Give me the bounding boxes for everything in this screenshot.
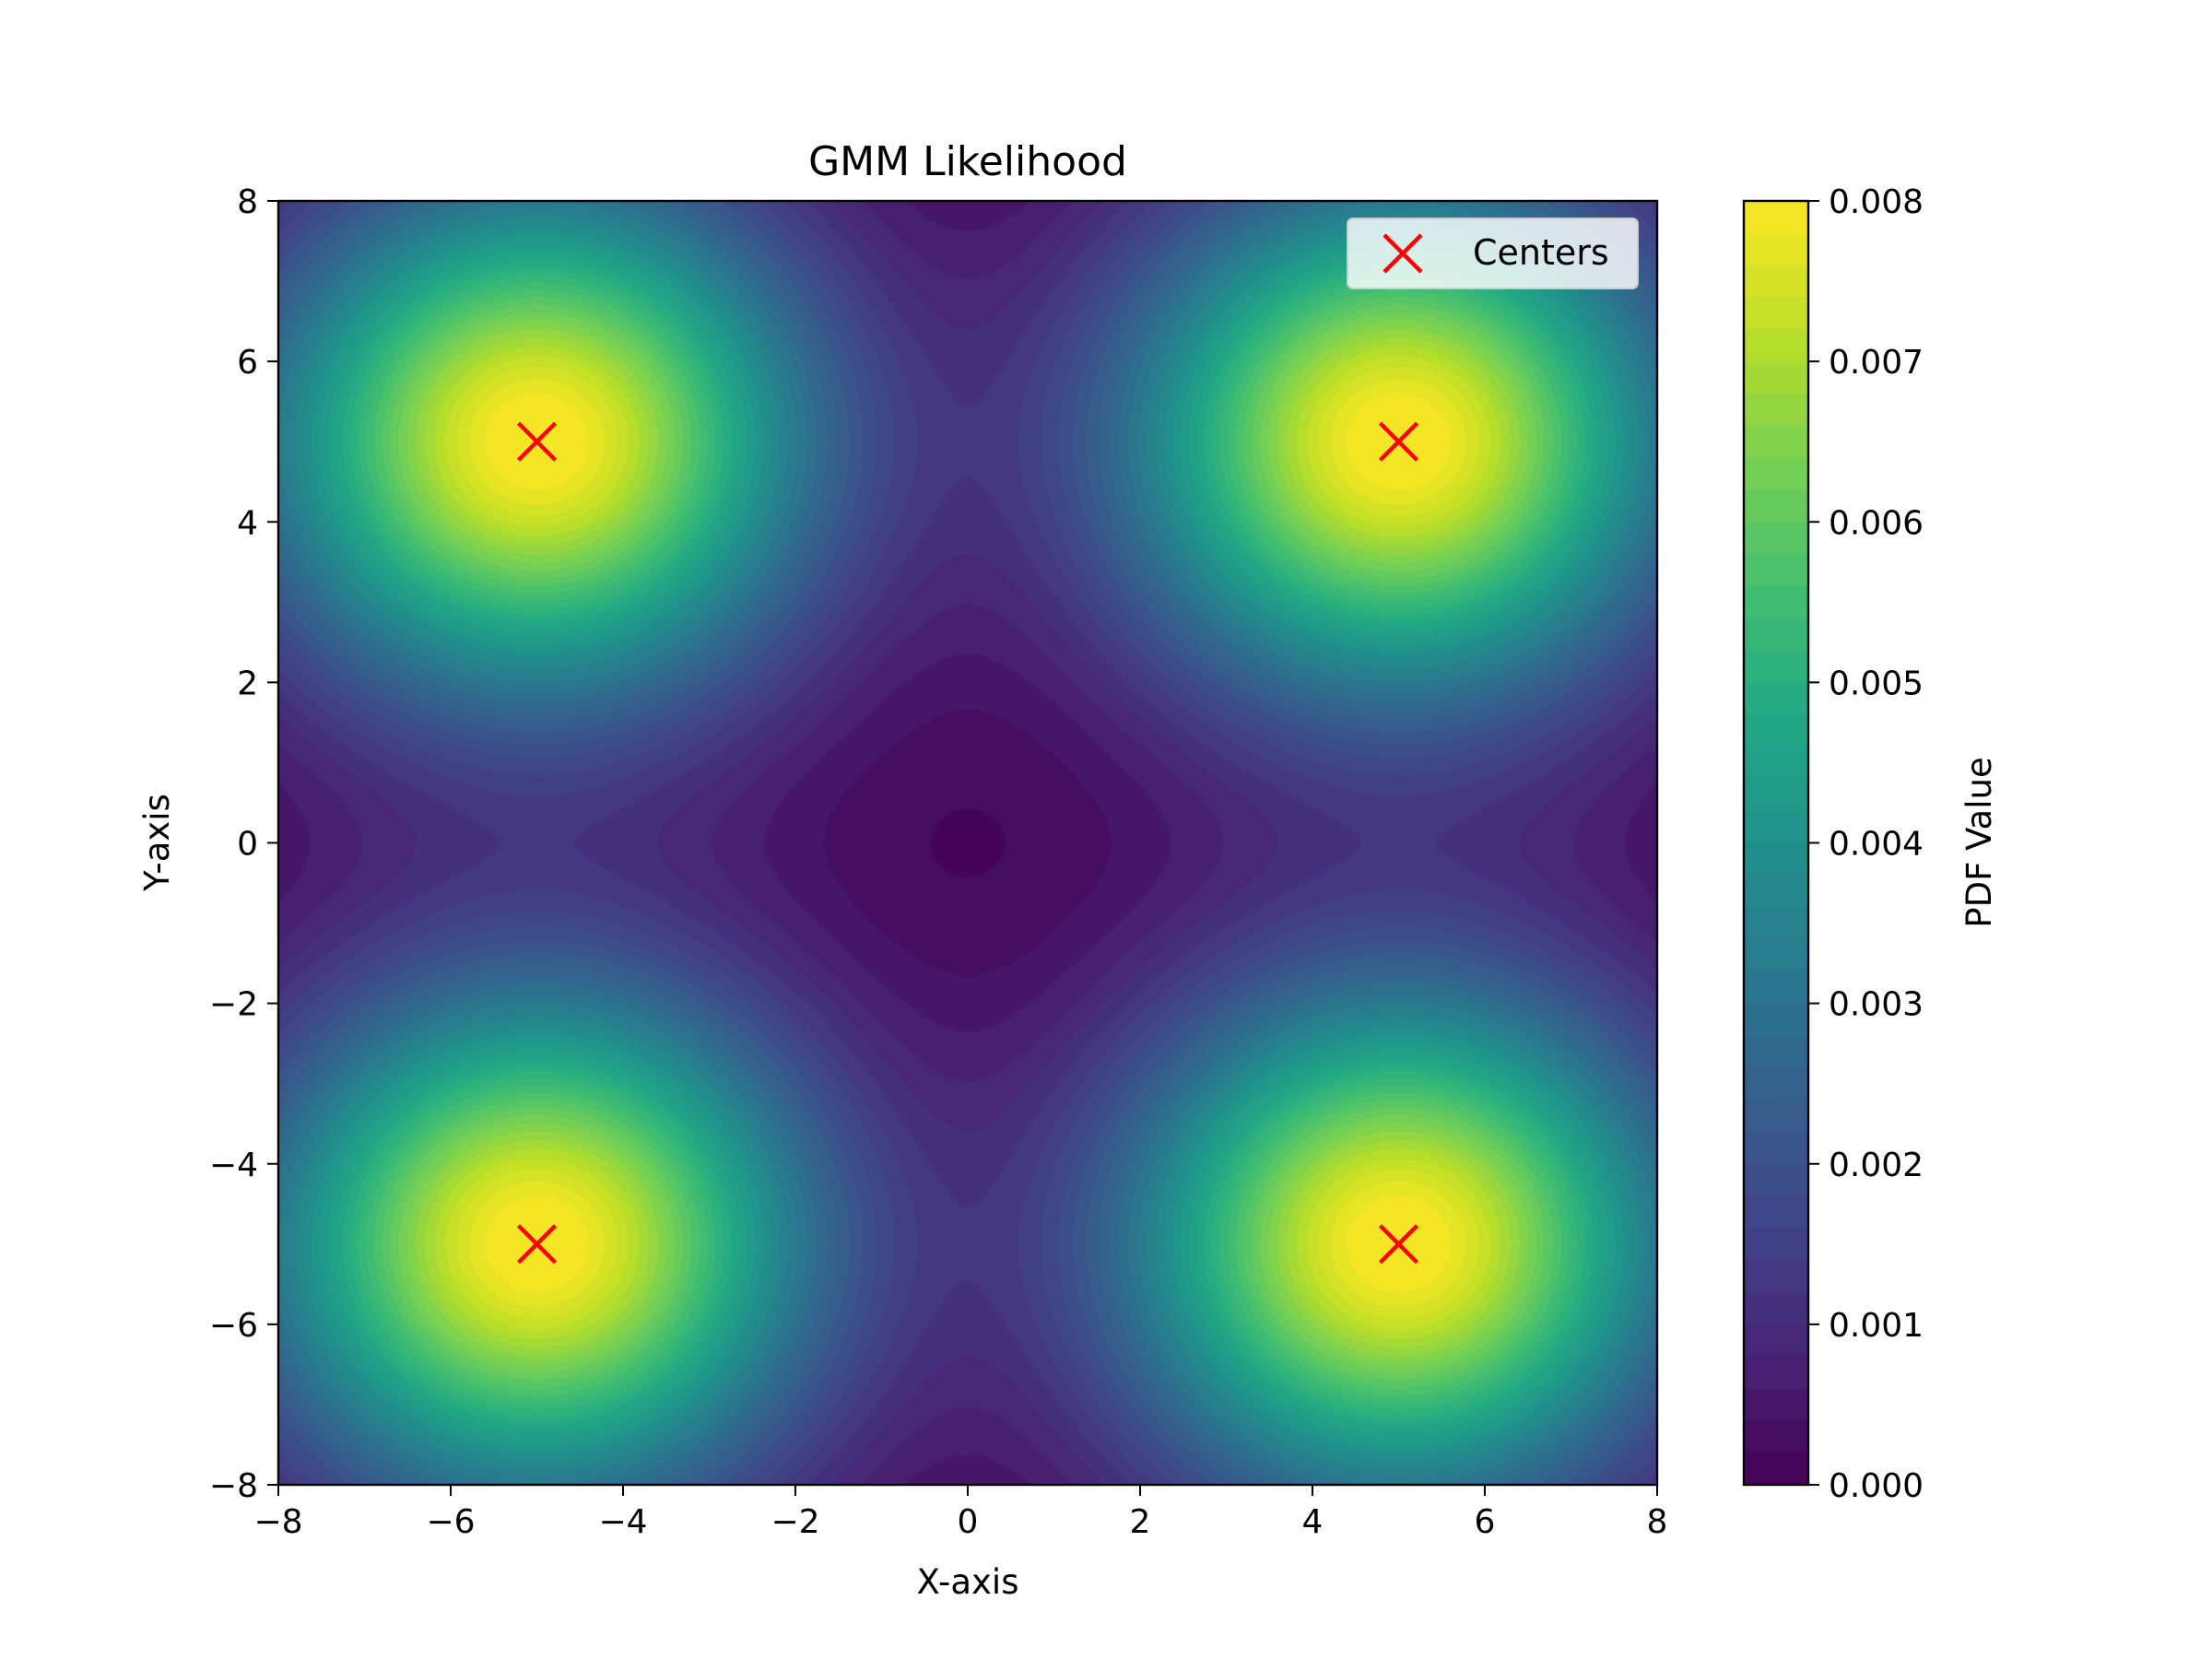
y-tick-label: 2 — [237, 665, 258, 702]
x-tick-label: −6 — [426, 1503, 475, 1541]
x-tick-label: −8 — [253, 1503, 302, 1541]
x-axis-ticks: −8 −6 −4 −2 0 2 4 6 8 — [253, 1485, 1667, 1541]
colorbar-tick-label: 0.006 — [1829, 504, 1924, 542]
colorbar-tick-label: 0.004 — [1829, 826, 1924, 864]
x-tick-label: −2 — [771, 1503, 819, 1541]
chart-title: GMM Likelihood — [808, 138, 1127, 185]
center-marker — [516, 1224, 558, 1265]
colorbar-label: PDF Value — [1959, 757, 1999, 927]
x-tick-label: 4 — [1302, 1503, 1324, 1541]
legend-centers-label: Centers — [1473, 232, 1609, 273]
x-tick-label: −4 — [598, 1503, 647, 1541]
x-tick-label: 6 — [1475, 1503, 1496, 1541]
y-tick-label: 0 — [237, 826, 258, 864]
contour-heatmap — [278, 201, 1657, 1485]
legend: Centers — [1347, 218, 1639, 289]
x-tick-label: 8 — [1647, 1503, 1668, 1541]
x-tick-label: 2 — [1130, 1503, 1151, 1541]
y-axis-label: Y-axis — [137, 794, 177, 892]
x-tick-label: 0 — [958, 1503, 979, 1541]
center-marker — [1378, 1224, 1419, 1265]
y-tick-label: 6 — [237, 344, 258, 382]
colorbar-tick-label: 0.002 — [1829, 1147, 1924, 1184]
center-marker — [516, 421, 558, 462]
colorbar-tick-label: 0.000 — [1829, 1467, 1924, 1505]
colorbar-tick-label: 0.008 — [1829, 183, 1924, 221]
y-tick-label: −6 — [209, 1307, 258, 1345]
colorbar-ticks: 0.000 0.001 0.002 0.003 0.004 0.005 0.006 0.007… — [1808, 183, 1924, 1505]
legend-x-marker — [1382, 233, 1423, 274]
y-tick-label: −2 — [209, 986, 258, 1024]
colorbar — [1744, 201, 1808, 1485]
colorbar-tick-label: 0.003 — [1829, 986, 1924, 1024]
y-axis-ticks: −8 −6 −4 −2 0 2 4 6 8 — [209, 183, 278, 1505]
colorbar-tick-label: 0.001 — [1829, 1307, 1924, 1345]
legend-centers-marker — [1382, 233, 1423, 274]
y-tick-label: −8 — [209, 1467, 258, 1505]
y-tick-label: 4 — [237, 504, 258, 542]
colorbar-tick-label: 0.007 — [1829, 344, 1924, 382]
center-marker — [1378, 421, 1419, 462]
x-axis-label: X-axis — [917, 1562, 1019, 1602]
center-markers — [516, 421, 1419, 1265]
y-tick-label: 8 — [237, 183, 258, 221]
colorbar-tick-label: 0.005 — [1829, 665, 1924, 702]
y-tick-label: −4 — [209, 1147, 258, 1184]
